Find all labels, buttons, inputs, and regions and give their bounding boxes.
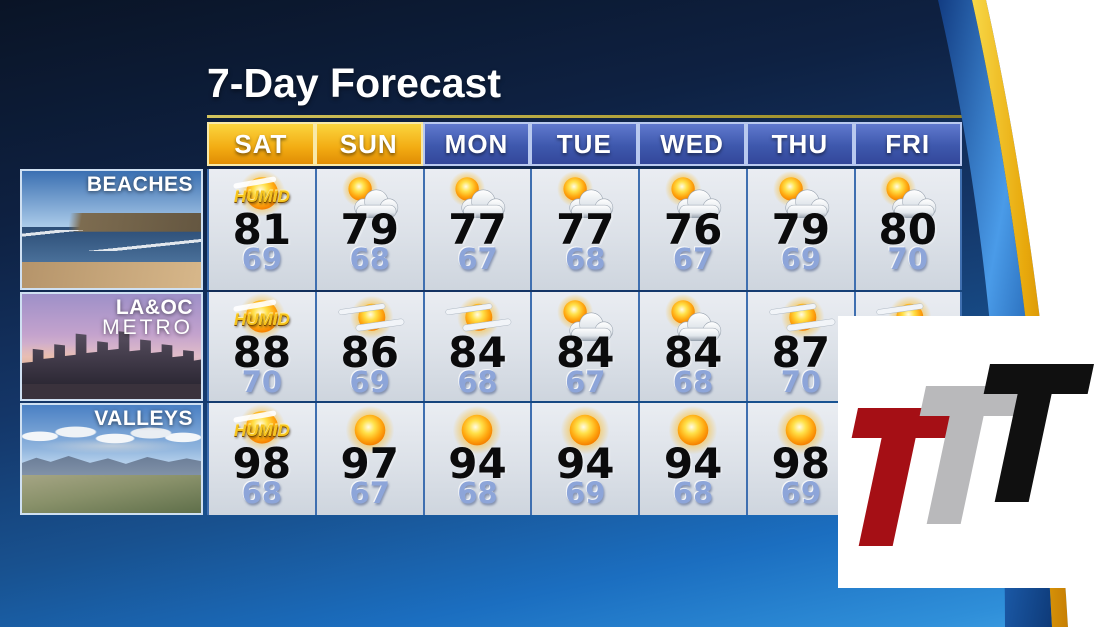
forecast-cell: 77 68 <box>530 169 639 290</box>
day-header-fri: FRI <box>853 122 962 166</box>
high-temp: 98 <box>232 439 292 488</box>
low-temp: 68 <box>241 475 283 510</box>
low-temp: 69 <box>780 241 822 276</box>
region-label-line1: VALLEYS <box>94 407 193 430</box>
high-temp: 84 <box>448 328 507 377</box>
high-temp: 80 <box>878 205 937 254</box>
day-header-mon: MON <box>422 122 531 166</box>
high-temp: 84 <box>556 328 615 377</box>
low-temp: 70 <box>241 364 283 399</box>
forecast-cell: HUMID 88 70 <box>207 292 315 401</box>
high-temp: 88 <box>232 328 292 377</box>
low-temp: 69 <box>780 475 822 510</box>
low-temp: 67 <box>349 475 390 510</box>
forecast-cell: 77 67 <box>422 169 531 290</box>
humid-label: HUMID <box>234 187 290 206</box>
region-label: BEACHES <box>86 173 193 196</box>
station-logo-box <box>838 316 1115 588</box>
region-photo-metro: LA&OC METRO <box>20 292 203 401</box>
humid-label: HUMID <box>234 310 290 329</box>
low-temp: 69 <box>241 241 283 276</box>
low-temp: 67 <box>565 364 606 399</box>
day-header-tue: TUE <box>530 122 639 166</box>
day-header-thu: THU <box>746 122 854 166</box>
low-temp: 68 <box>457 364 498 399</box>
low-temp: 68 <box>672 475 714 510</box>
region-label-line2: METRO <box>102 315 193 339</box>
day-header-wed: WED <box>638 122 746 166</box>
logo-letter-red <box>851 408 954 546</box>
forecast-cell: 79 68 <box>314 169 423 290</box>
humid-label: HUMID <box>234 421 290 440</box>
low-temp: 67 <box>672 241 714 276</box>
low-temp: 69 <box>349 364 390 399</box>
low-temp: 70 <box>887 241 928 276</box>
logo-letter-black <box>983 364 1094 502</box>
forecast-cell: 87 70 <box>746 292 854 401</box>
high-temp: 94 <box>663 439 723 488</box>
high-temp: 86 <box>340 328 399 377</box>
low-temp: 68 <box>349 241 390 276</box>
forecast-cell: 79 69 <box>746 169 854 290</box>
high-temp: 81 <box>232 205 292 254</box>
page-title: 7-Day Forecast <box>207 60 501 106</box>
low-temp: 67 <box>457 241 498 276</box>
region-label-line1: BEACHES <box>86 173 193 196</box>
region-photo-valley: VALLEYS <box>20 403 203 515</box>
forecast-cell: 94 68 <box>638 403 746 515</box>
low-temp: 68 <box>565 241 606 276</box>
logo-letter-gray <box>919 386 1022 524</box>
forecast-cell: HUMID 98 68 <box>207 403 315 515</box>
day-header-sat: SAT <box>207 122 315 166</box>
low-temp: 70 <box>780 364 822 399</box>
station-logo <box>851 364 1094 546</box>
forecast-cell: 94 69 <box>530 403 639 515</box>
humid-sun-icon: HUMID <box>220 170 304 224</box>
low-temp: 68 <box>672 364 714 399</box>
high-temp: 97 <box>340 439 399 488</box>
forecast-cell: 86 69 <box>314 292 423 401</box>
gold-rule <box>207 115 963 118</box>
low-temp: 68 <box>457 475 498 510</box>
forecast-cell: 84 67 <box>530 292 639 401</box>
forecast-cell: 76 67 <box>638 169 746 290</box>
high-temp: 77 <box>448 205 507 254</box>
forecast-cell: 84 68 <box>422 292 531 401</box>
low-temp: 69 <box>565 475 606 510</box>
high-temp: 79 <box>340 205 399 254</box>
forecast-cell: HUMID 81 69 <box>207 169 315 290</box>
forecast-cell: 80 70 <box>853 169 962 290</box>
day-header-sun: SUN <box>314 122 423 166</box>
forecast-grid: SAT SUN MON TUE WED THU FRI BEACHES HUMID 81 69 79 6… <box>20 122 965 515</box>
forecast-cell: 94 68 <box>422 403 531 515</box>
high-temp: 98 <box>771 439 831 488</box>
region-label: VALLEYS <box>94 407 193 430</box>
region-label-line1: LA&OC <box>115 296 193 319</box>
forecast-cell: 97 67 <box>314 403 423 515</box>
region-label: LA&OC METRO <box>102 296 193 339</box>
forecast-cell: 98 69 <box>746 403 854 515</box>
high-temp: 94 <box>556 439 615 488</box>
high-temp: 76 <box>663 205 723 254</box>
humid-sun-icon: HUMID <box>220 293 304 347</box>
region-photo-beach: BEACHES <box>20 169 203 290</box>
high-temp: 84 <box>663 328 723 377</box>
humid-sun-icon: HUMID <box>220 404 304 458</box>
high-temp: 79 <box>771 205 831 254</box>
high-temp: 87 <box>771 328 831 377</box>
high-temp: 77 <box>556 205 615 254</box>
high-temp: 94 <box>448 439 507 488</box>
forecast-cell: 84 68 <box>638 292 746 401</box>
